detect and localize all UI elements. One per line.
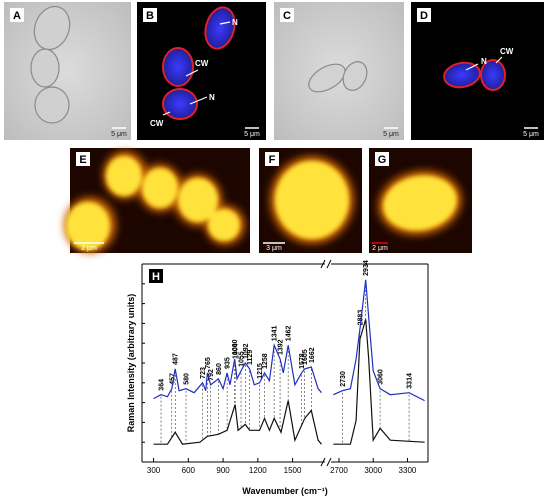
annotation: CW <box>195 59 209 68</box>
peak-label: 1215 <box>257 363 264 379</box>
peak-label: 457 <box>169 373 176 385</box>
peak-label: 1258 <box>262 353 269 369</box>
series-line <box>153 319 425 445</box>
peak-label: 1662 <box>309 347 316 363</box>
peak-label: 3060 <box>378 369 385 385</box>
panel-g: G 2 μm <box>369 148 472 253</box>
axis-break <box>320 457 326 467</box>
annotation: CW <box>500 47 514 56</box>
x-tick-label: 1200 <box>249 466 267 475</box>
scale-bar-label: 5 μm <box>244 131 260 138</box>
panel-label: H <box>152 271 160 283</box>
peak-label: 765 <box>205 357 212 369</box>
annotation: CW <box>150 119 164 128</box>
scale-bar-label: 2 μm <box>81 245 97 252</box>
panel-label: E <box>79 154 86 166</box>
peak-label: 935 <box>225 357 232 369</box>
x-tick-label: 1500 <box>284 466 302 475</box>
series-line <box>153 279 425 402</box>
x-tick-label: 3000 <box>364 466 382 475</box>
scale-bar-label: 3 μm <box>266 245 282 252</box>
panel-e: E 2 μm <box>64 148 250 253</box>
scale-bar-label: 5 μm <box>111 131 127 138</box>
panel-label: C <box>283 10 291 22</box>
panel-label: G <box>378 154 387 166</box>
peak-label: 580 <box>184 373 191 385</box>
chart: Raman Intensity (arbitrary units) Wavenu… <box>126 259 429 496</box>
x-tick-label: 600 <box>182 466 196 475</box>
scale-bar-label: 5 μm <box>383 131 399 138</box>
peak-label: 487 <box>173 353 180 365</box>
peak-label: 860 <box>216 363 223 375</box>
annotation: N <box>209 93 215 102</box>
peak-label: 2934 <box>363 260 370 276</box>
peak-label: 1341 <box>272 326 279 342</box>
x-tick-label: 3300 <box>399 466 417 475</box>
peak-label: 3314 <box>407 373 414 389</box>
peak-label: 1129 <box>247 350 254 365</box>
axis-break <box>320 259 326 269</box>
panel-label: B <box>146 10 154 22</box>
peak-label: 364 <box>158 379 165 391</box>
panel-c: C 5 μm <box>274 2 404 140</box>
scale-bar-label: 5 μm <box>523 131 539 138</box>
panel-b: N CW N CW B 5 μm <box>137 2 266 140</box>
panel-label: F <box>269 154 276 166</box>
peak-label: 792 <box>208 369 215 381</box>
peak-label: 1004 <box>233 343 240 359</box>
axis-break <box>326 259 332 269</box>
annotation: N <box>481 57 487 66</box>
panel-label: D <box>420 10 428 22</box>
axis-break <box>326 457 332 467</box>
peak-label: 1000 <box>232 339 239 355</box>
scale-bar-label: 2 μm <box>372 245 388 252</box>
panel-a: A 5 μm <box>4 2 131 140</box>
peak-label: 1462 <box>286 326 293 342</box>
y-axis-label: Raman Intensity (arbitrary units) <box>126 294 136 433</box>
peak-label: 1392 <box>278 339 285 355</box>
x-axis-label: Wavenumber (cm⁻¹) <box>242 486 327 496</box>
peak-label: 2730 <box>340 371 347 387</box>
x-tick-label: 300 <box>147 466 161 475</box>
annotation: N <box>232 18 238 27</box>
peak-label: 1578 <box>299 353 306 369</box>
peak-label: 723 <box>200 367 207 379</box>
panel-d: N CW D 5 μm <box>411 2 544 140</box>
panel-label: A <box>13 10 21 22</box>
peak-label: 1055 <box>239 351 246 367</box>
x-tick-label: 900 <box>216 466 230 475</box>
peak-label: 1092 <box>243 343 250 359</box>
x-tick-label: 2700 <box>330 466 348 475</box>
peak-label: 1605 <box>302 349 309 365</box>
panel-f: F 3 μm <box>259 148 362 253</box>
